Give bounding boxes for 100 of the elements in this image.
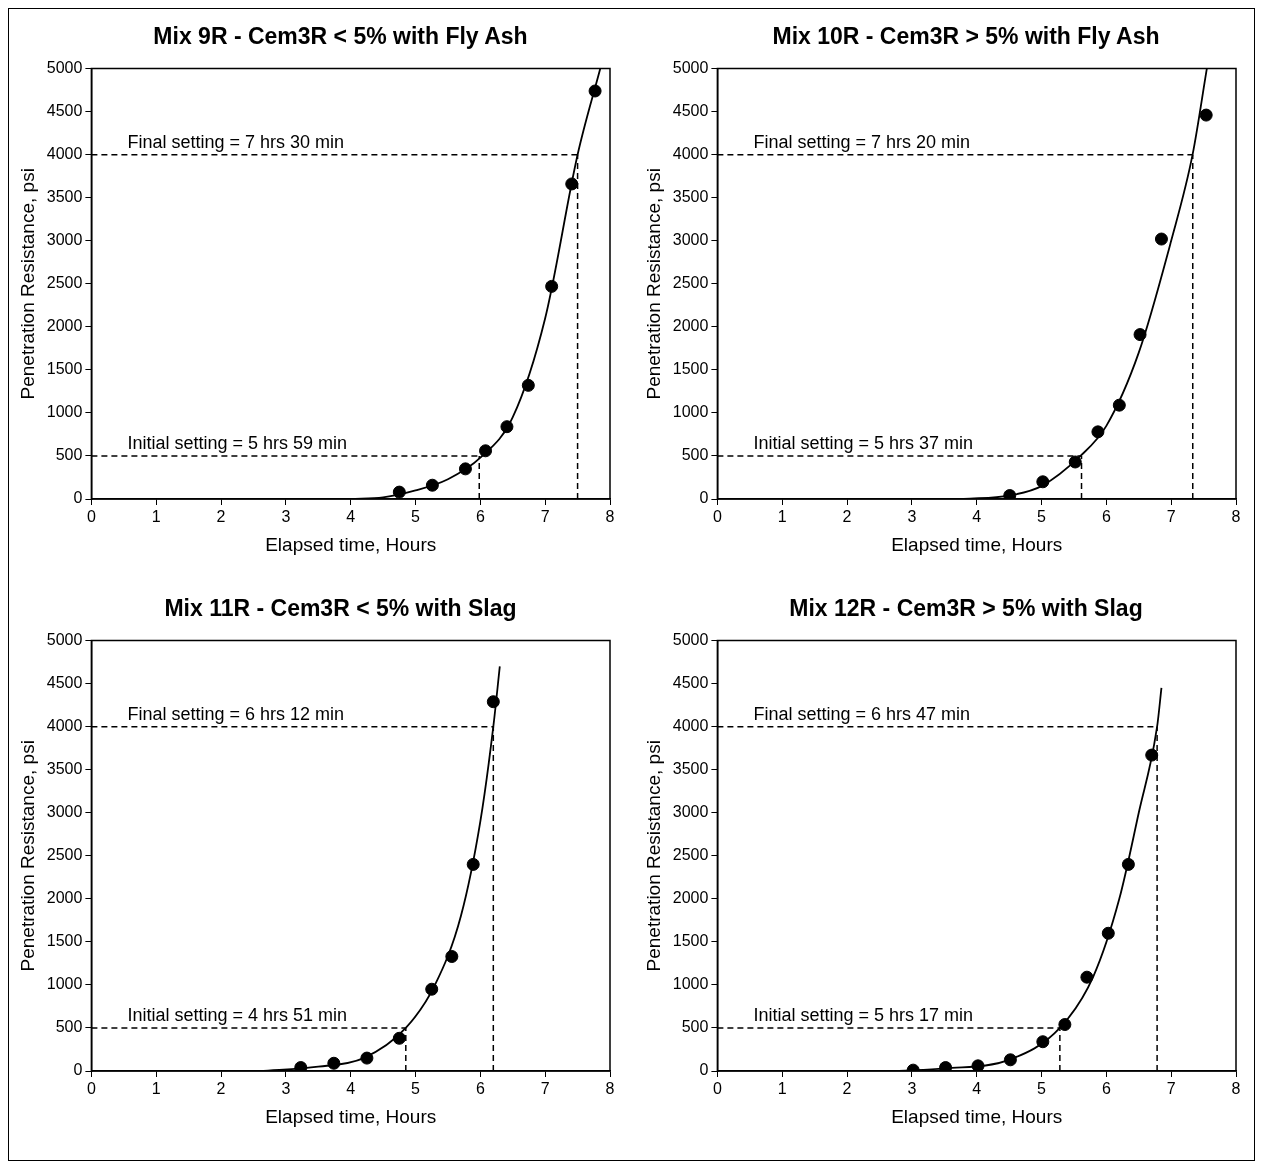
y-tick-label: 0 <box>73 1061 83 1079</box>
chart-title: Mix 10R - Cem3R > 5% with Fly Ash <box>771 23 1160 50</box>
y-tick-label: 2500 <box>672 846 708 864</box>
point <box>466 857 480 871</box>
point <box>1154 232 1168 246</box>
point <box>545 279 559 293</box>
y-tick-label: 2000 <box>46 889 83 907</box>
x-tick-label: 8 <box>605 1080 615 1098</box>
y-tick-label: 2000 <box>672 889 708 907</box>
y-tick-label: 3500 <box>672 760 708 778</box>
annotation: Final setting = 7 hrs 30 min <box>127 131 344 152</box>
y-tick-label: 1500 <box>672 932 708 950</box>
point <box>445 950 459 964</box>
x-tick-label: 1 <box>777 1080 787 1098</box>
y-axis-title: Penetration Resistance, psi <box>642 168 664 400</box>
point <box>565 177 579 191</box>
point <box>479 444 493 458</box>
point <box>425 982 439 996</box>
x-tick-label: 6 <box>1101 508 1111 526</box>
y-tick-label: 1500 <box>46 932 83 950</box>
annotation: Initial setting = 5 hrs 17 min <box>752 1004 973 1025</box>
y-tick-label: 4000 <box>672 145 708 163</box>
y-tick-label: 500 <box>55 1018 83 1036</box>
x-tick-label: 8 <box>1231 508 1241 526</box>
point <box>1199 108 1213 122</box>
point <box>1121 857 1135 871</box>
y-tick-label: 3000 <box>672 803 708 821</box>
annotation: Initial setting = 5 hrs 37 min <box>752 432 973 453</box>
y-tick-label: 1500 <box>672 360 708 378</box>
point <box>1035 1035 1049 1049</box>
point <box>938 1061 952 1071</box>
point <box>425 478 439 492</box>
x-tick-label: 3 <box>906 508 916 526</box>
point <box>486 695 500 709</box>
point <box>1079 970 1093 984</box>
y-tick-label: 5000 <box>46 631 83 649</box>
x-tick-label: 6 <box>1101 1080 1111 1098</box>
y-tick-label: 5000 <box>46 59 83 77</box>
y-tick-label: 4000 <box>46 717 83 735</box>
y-tick-label: 4500 <box>672 102 708 120</box>
point <box>294 1061 308 1071</box>
x-axis-title: Elapsed time, Hours <box>890 533 1062 555</box>
x-tick-label: 2 <box>216 1080 226 1098</box>
y-tick-label: 3000 <box>46 803 83 821</box>
annotation: Initial setting = 5 hrs 59 min <box>127 432 348 453</box>
point <box>1101 926 1115 940</box>
y-tick-label: 2500 <box>46 274 83 292</box>
y-tick-label: 500 <box>55 446 83 464</box>
x-tick-label: 7 <box>540 1080 550 1098</box>
annotation: Initial setting = 4 hrs 51 min <box>127 1004 348 1025</box>
y-axis-title: Penetration Resistance, psi <box>642 740 664 972</box>
y-axis-title: Penetration Resistance, psi <box>16 168 38 400</box>
point <box>1144 748 1158 762</box>
point <box>327 1056 341 1070</box>
y-tick-label: 2000 <box>46 317 83 335</box>
y-tick-label: 4500 <box>672 674 708 692</box>
x-tick-label: 5 <box>411 508 421 526</box>
chart-title: Mix 12R - Cem3R > 5% with Slag <box>788 595 1143 622</box>
x-tick-label: 7 <box>1166 508 1176 526</box>
point <box>1133 328 1147 342</box>
point <box>1057 1018 1071 1032</box>
y-tick-label: 2000 <box>672 317 708 335</box>
y-tick-label: 3500 <box>46 188 83 206</box>
annotation: Final setting = 6 hrs 12 min <box>127 703 344 724</box>
y-tick-label: 0 <box>698 1061 708 1079</box>
y-tick-label: 500 <box>681 1018 708 1036</box>
point <box>360 1051 374 1065</box>
point <box>458 462 472 476</box>
y-tick-label: 3500 <box>46 760 83 778</box>
y-tick-label: 4000 <box>672 717 708 735</box>
x-tick-label: 0 <box>86 508 96 526</box>
point <box>1003 1053 1017 1067</box>
chart-title: Mix 11R - Cem3R < 5% with Slag <box>163 595 517 622</box>
point <box>1090 425 1104 439</box>
x-tick-label: 2 <box>842 508 852 526</box>
x-tick-label: 0 <box>712 508 722 526</box>
y-tick-label: 5000 <box>672 631 708 649</box>
x-tick-label: 3 <box>906 1080 916 1098</box>
chart-title: Mix 9R - Cem3R < 5% with Fly Ash <box>152 23 528 50</box>
point <box>1112 398 1126 412</box>
x-tick-label: 2 <box>842 1080 852 1098</box>
point <box>1002 489 1016 499</box>
y-tick-label: 2500 <box>46 846 83 864</box>
x-tick-label: 5 <box>411 1080 421 1098</box>
x-tick-label: 6 <box>475 1080 485 1098</box>
y-tick-label: 0 <box>73 489 83 507</box>
x-axis-title: Elapsed time, Hours <box>265 533 437 555</box>
x-tick-label: 0 <box>712 1080 722 1098</box>
x-tick-label: 0 <box>86 1080 96 1098</box>
x-axis-title: Elapsed time, Hours <box>265 1105 437 1127</box>
x-tick-label: 1 <box>151 1080 161 1098</box>
x-tick-label: 8 <box>605 508 615 526</box>
x-axis-title: Elapsed time, Hours <box>890 1105 1062 1127</box>
y-tick-label: 1000 <box>46 403 83 421</box>
y-tick-label: 3000 <box>46 231 83 249</box>
x-tick-label: 4 <box>346 508 356 526</box>
y-tick-label: 2500 <box>672 274 708 292</box>
y-axis-title: Penetration Resistance, psi <box>16 740 38 972</box>
y-tick-label: 1000 <box>672 975 708 993</box>
x-tick-label: 2 <box>216 508 226 526</box>
